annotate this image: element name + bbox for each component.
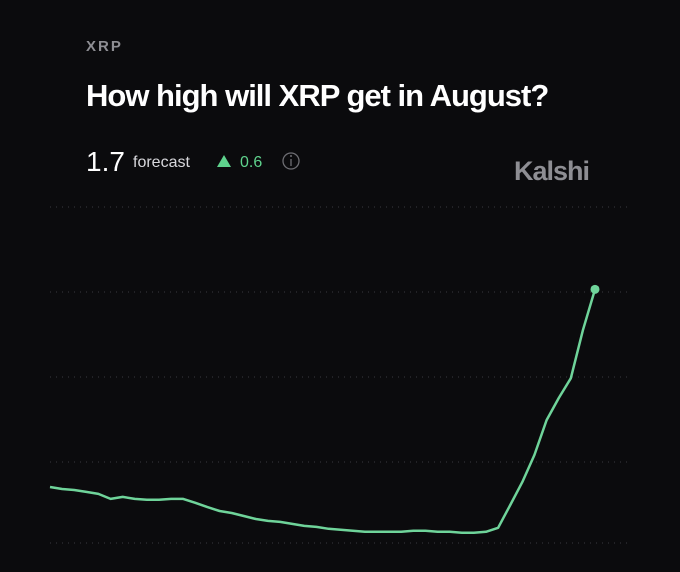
info-icon[interactable] xyxy=(282,152,300,170)
price-line xyxy=(49,289,597,535)
last-point xyxy=(590,284,600,294)
grid xyxy=(50,206,630,544)
forecast-label: forecast xyxy=(133,154,190,171)
up-arrow xyxy=(217,155,231,167)
title: How high will XRP get in August? xyxy=(86,78,548,113)
info-dot xyxy=(290,155,292,157)
brand: Kalshi xyxy=(514,156,589,186)
forecast-value: 1.7 xyxy=(86,146,125,177)
info-circle xyxy=(282,152,300,170)
forecast-change: 0.6 xyxy=(240,154,262,171)
ticker: XRP xyxy=(86,38,123,55)
